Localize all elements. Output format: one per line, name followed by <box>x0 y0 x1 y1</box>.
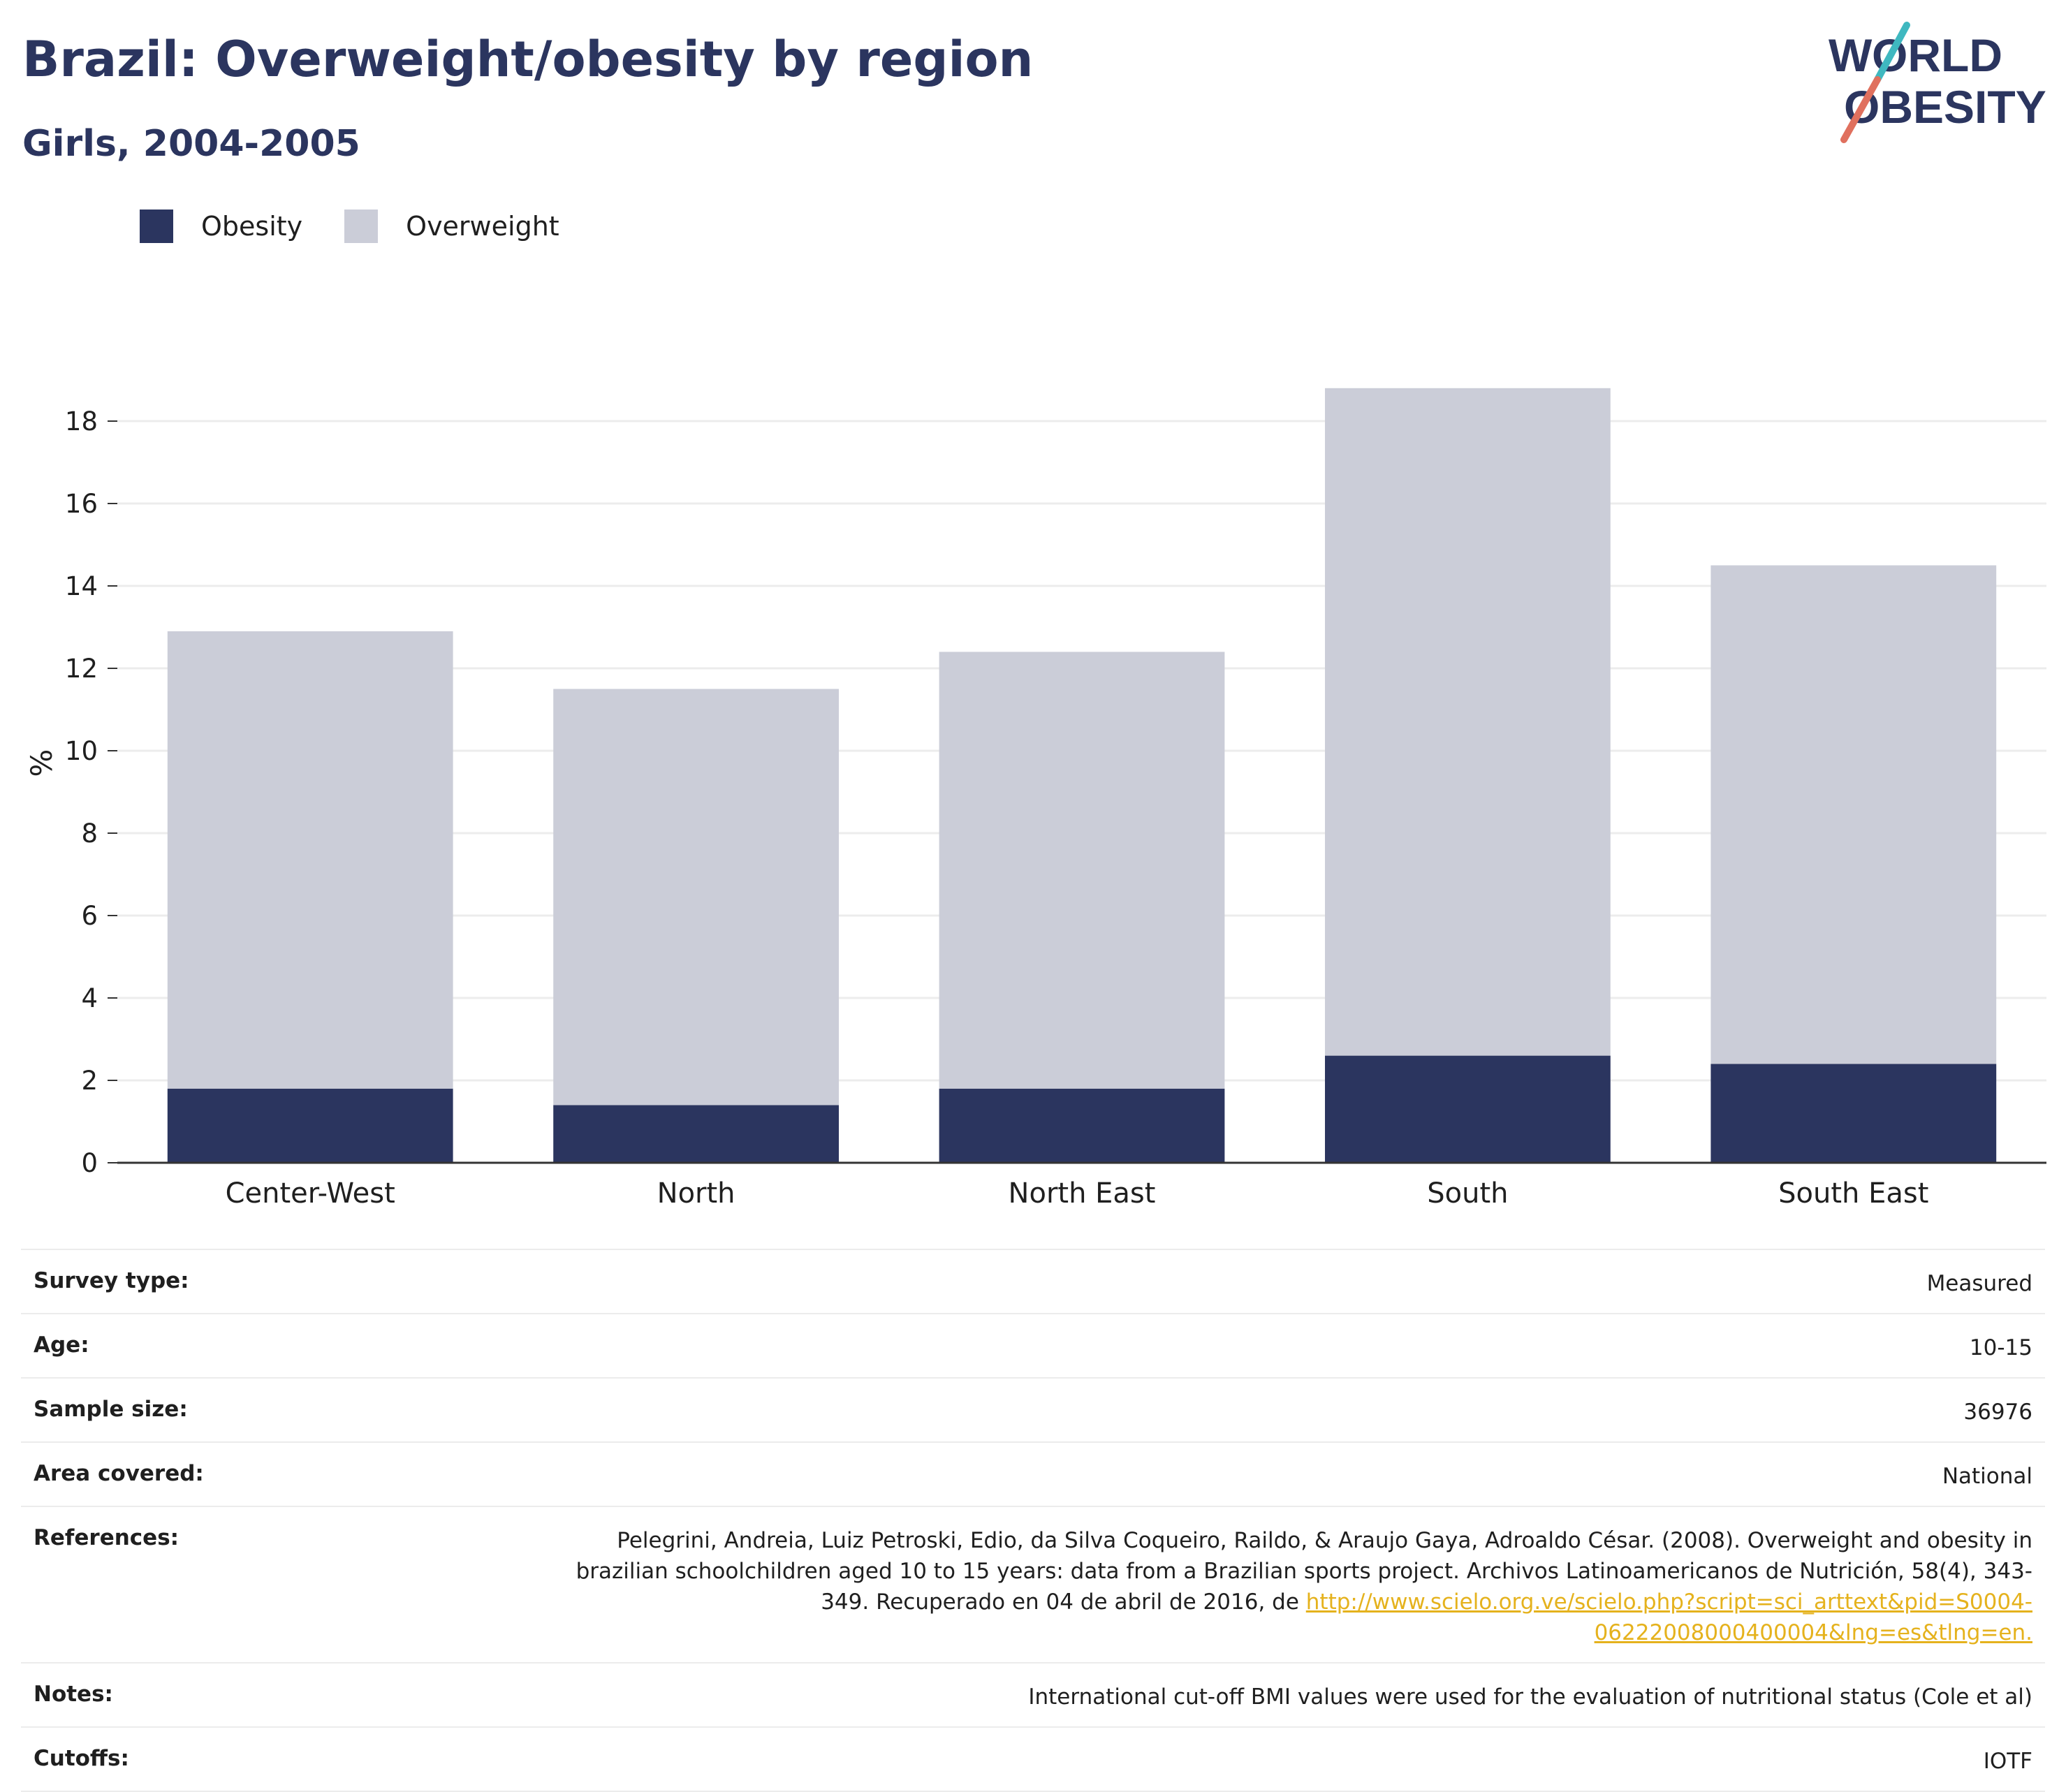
y-axis-title: % <box>24 749 59 777</box>
world-obesity-logo: W ORLD OBESITY <box>1829 22 2046 143</box>
svg-text:W: W <box>1829 29 1873 81</box>
axes: 0 2 4 6 8 10 12 14 16 18 Center-West North North Eas… <box>24 406 2046 1210</box>
info-row-age: Age: 10-15 <box>21 1314 2045 1379</box>
bar-overweight <box>553 689 839 1106</box>
info-label: Area covered: <box>34 1461 204 1486</box>
y-tick-label: 18 <box>65 406 98 436</box>
info-label: Age: <box>34 1332 89 1358</box>
info-value: IOTF <box>1983 1749 2032 1774</box>
info-label: Survey type: <box>34 1268 189 1293</box>
legend-item-overweight[interactable]: Overweight <box>344 210 559 243</box>
info-label: Cutoffs: <box>34 1746 129 1771</box>
info-row-notes: Notes: International cut-off BMI values … <box>21 1664 2045 1728</box>
info-value: International cut-off BMI values were us… <box>1028 1684 2032 1710</box>
bar-overweight <box>939 652 1225 1089</box>
y-tick-label: 10 <box>65 736 98 766</box>
bar-overweight <box>167 631 453 1089</box>
info-label: Notes: <box>34 1682 113 1707</box>
info-row-survey-type: Survey type: Measured <box>21 1250 2045 1314</box>
bar-obesity <box>1325 1055 1611 1163</box>
y-tick-label: 4 <box>81 983 98 1013</box>
bar-overweight <box>1325 388 1611 1056</box>
info-row-sample-size: Sample size: 36976 <box>21 1379 2045 1443</box>
y-tick-label: 12 <box>65 654 98 684</box>
y-tick-label: 8 <box>81 818 98 849</box>
chart-subtitle: Girls, 2004-2005 <box>22 123 360 165</box>
info-label: References: <box>34 1525 180 1550</box>
info-value-references: Pelegrini, Andreia, Luiz Petroski, Edio,… <box>573 1525 2032 1648</box>
y-tick-label: 2 <box>81 1066 98 1096</box>
y-tick-label: 0 <box>81 1148 98 1178</box>
info-value: National <box>1942 1464 2032 1489</box>
legend-swatch-overweight <box>344 210 379 243</box>
legend-item-obesity[interactable]: Obesity <box>140 210 302 243</box>
legend-label-overweight: Overweight <box>406 211 559 242</box>
bar-obesity <box>553 1105 839 1163</box>
legend-label-obesity: Obesity <box>201 211 303 242</box>
info-row-area-covered: Area covered: National <box>21 1443 2045 1507</box>
y-tick-label: 16 <box>65 489 98 519</box>
x-tick-label: South <box>1427 1177 1508 1210</box>
chart-legend: Obesity Overweight <box>140 207 601 246</box>
chart-title: Brazil: Overweight/obesity by region <box>22 31 1034 88</box>
bar-obesity <box>939 1088 1225 1163</box>
bars <box>167 388 1997 1163</box>
svg-text:OBESITY: OBESITY <box>1844 81 2046 133</box>
stacked-bar-chart: 0 2 4 6 8 10 12 14 16 18 Center-West North North Eas… <box>24 388 2046 1210</box>
x-tick-label: North East <box>1009 1177 1156 1210</box>
x-tick-label: South East <box>1778 1177 1928 1210</box>
info-label: Sample size: <box>34 1397 188 1422</box>
bar-obesity <box>167 1088 453 1163</box>
info-value: 36976 <box>1963 1400 2032 1425</box>
reference-text: Pelegrini, Andreia, Luiz Petroski, Edio,… <box>576 1528 2032 1615</box>
legend-swatch-obesity <box>140 210 173 243</box>
bar-overweight <box>1710 565 1997 1064</box>
info-row-cutoffs: Cutoffs: IOTF <box>21 1728 2045 1792</box>
x-tick-label: North <box>657 1177 735 1210</box>
info-row-references: References: Pelegrini, Andreia, Luiz Pet… <box>21 1507 2045 1664</box>
info-value: Measured <box>1926 1271 2032 1296</box>
reference-link[interactable]: http://www.scielo.org.ve/scielo.php?scri… <box>1305 1589 2032 1645</box>
y-tick-label: 14 <box>65 571 98 601</box>
x-tick-label: Center-West <box>226 1177 395 1210</box>
survey-info-table: Survey type: Measured Age: 10-15 Sample … <box>21 1249 2045 1792</box>
bar-obesity <box>1710 1064 1997 1163</box>
y-tick-label: 6 <box>81 901 98 931</box>
info-value: 10-15 <box>1969 1335 2032 1360</box>
